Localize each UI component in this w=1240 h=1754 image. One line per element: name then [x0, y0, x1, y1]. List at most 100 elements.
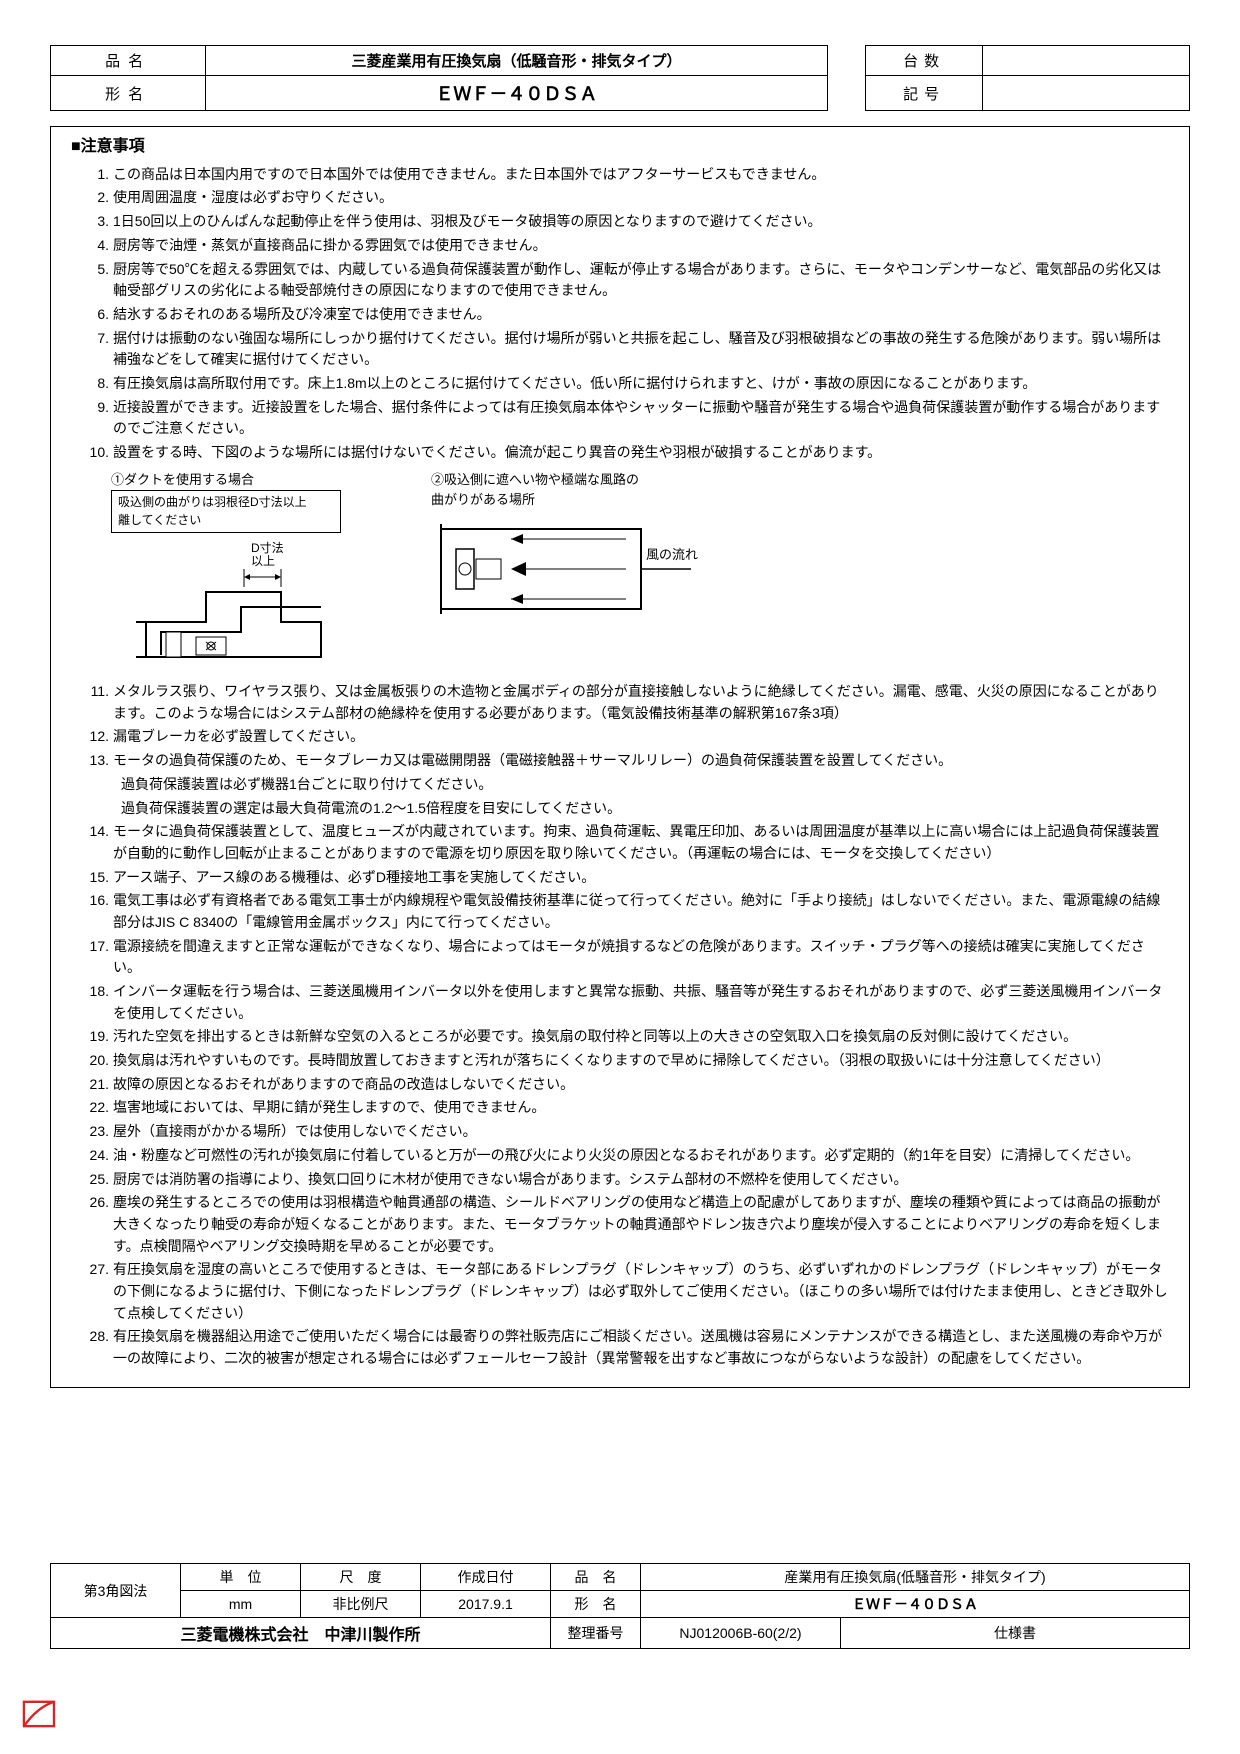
date-h: 作成日付: [421, 1564, 551, 1591]
item-text: この商品は日本国内用ですので日本国外では使用できません。また日本国外ではアフター…: [113, 164, 1169, 186]
item-number: 18.: [89, 981, 113, 1024]
note-item: 5.厨房等で50℃を超える雰囲気では、内蔵している過負荷保護装置が動作し、運転が…: [71, 259, 1169, 302]
item-number: 7.: [89, 328, 113, 371]
note-item: 24.油・粉塵など可燃性の汚れが換気扇に付着していると万が一の飛び火により火災の…: [71, 1145, 1169, 1167]
note-item: 16.電気工事は必ず有資格者である電気工事士が内線規程や電気設備技術基準に従って…: [71, 890, 1169, 933]
item-text: 有圧換気扇を湿度の高いところで使用するときは、モータ部にあるドレンプラグ（ドレン…: [113, 1259, 1169, 1324]
item-number: 6.: [89, 304, 113, 326]
note-item: 21.故障の原因となるおそれがありますので商品の改造はしないでください。: [71, 1074, 1169, 1096]
scale-h: 尺 度: [301, 1564, 421, 1591]
item-text: 塩害地域においては、早期に錆が発生しますので、使用できません。: [113, 1097, 1169, 1119]
note-item: 2.使用周囲温度・湿度は必ずお守りください。: [71, 187, 1169, 209]
note-item: 27.有圧換気扇を湿度の高いところで使用するときは、モータ部にあるドレンプラグ（…: [71, 1259, 1169, 1324]
docno-v: NJ012006B-60(2/2): [641, 1618, 841, 1649]
item-text: 厨房では消防署の指導により、換気口回りに木材が使用できない場合があります。システ…: [113, 1169, 1169, 1191]
note-item: 12.漏電ブレーカを必ず設置してください。: [71, 726, 1169, 748]
item-text: 電気工事は必ず有資格者である電気工事士が内線規程や電気設備技術基準に従って行って…: [113, 890, 1169, 933]
note-item: 20.換気扇は汚れやすいものです。長時間放置しておきますと汚れが落ちにくくなりま…: [71, 1050, 1169, 1072]
qty-value: [982, 46, 1189, 76]
corner-mark-icon: [20, 1698, 58, 1730]
item-text: 1日50回以上のひんぱんな起動停止を伴う使用は、羽根及びモータ破損等の原因となり…: [113, 211, 1169, 233]
item-number: 26.: [89, 1192, 113, 1257]
diag1-box: 吸込側の曲がりは羽根径D寸法以上 離してください: [111, 490, 341, 533]
item-number: 21.: [89, 1074, 113, 1096]
note-item: 3.1日50回以上のひんぱんな起動停止を伴う使用は、羽根及びモータ破損等の原因と…: [71, 211, 1169, 233]
item-text: 設置をする時、下図のような場所には据付けないでください。偏流が起こり異音の発生や…: [113, 442, 1169, 464]
item-text: 据付けは振動のない強固な場所にしっかり据付けてください。据付け場所が弱いと共振を…: [113, 328, 1169, 371]
diagram-1: D寸法 以上: [126, 537, 326, 667]
item-number: 10.: [89, 442, 113, 464]
note-item: 8.有圧換気扇は高所取付用です。床上1.8m以上のところに据付けてください。低い…: [71, 373, 1169, 395]
item-text: 漏電ブレーカを必ず設置してください。: [113, 726, 1169, 748]
item-number: 9.: [89, 397, 113, 440]
note-item: 14.モータに過負荷保護装置として、温度ヒューズが内蔵されています。拘束、過負荷…: [71, 821, 1169, 864]
note-item: 10.設置をする時、下図のような場所には据付けないでください。偏流が起こり異音の…: [71, 442, 1169, 464]
item-text: 厨房等で50℃を超える雰囲気では、内蔵している過負荷保護装置が動作し、運転が停止…: [113, 259, 1169, 302]
item-number: 23.: [89, 1121, 113, 1143]
note-item: 1.この商品は日本国内用ですので日本国外では使用できません。また日本国外ではアフ…: [71, 164, 1169, 186]
item-number: 3.: [89, 211, 113, 233]
item-text: メタルラス張り、ワイヤラス張り、又は金属板張りの木造物と金属ボディの部分が直接接…: [113, 681, 1169, 724]
item-text: 塵埃の発生するところでの使用は羽根構造や軸貫通部の構造、シールドベアリングの使用…: [113, 1192, 1169, 1257]
header-table: 品名 三菱産業用有圧換気扇（低騒音形・排気タイプ） 台数 形名 ＥＷＦ－４０ＤＳ…: [50, 45, 1190, 111]
docno-h: 整理番号: [551, 1618, 641, 1649]
model-value: ＥＷＦ－４０ＤＳＡ: [206, 76, 827, 111]
item-text: インバータ運転を行う場合は、三菱送風機用インバータ以外を使用しますと異常な振動、…: [113, 981, 1169, 1024]
item-number: 27.: [89, 1259, 113, 1324]
item-number: 13.: [89, 750, 113, 772]
sub-13b: 過負荷保護装置の選定は最大負荷電流の1.2～1.5倍程度を目安にしてください。: [71, 798, 1169, 820]
item-text: 屋外（直接雨がかかる場所）では使用しないでください。: [113, 1121, 1169, 1143]
item-number: 28.: [89, 1326, 113, 1369]
item-number: 5.: [89, 259, 113, 302]
note-item: 25.厨房では消防署の指導により、換気口回りに木材が使用できない場合があります。…: [71, 1169, 1169, 1191]
note-item: 19.汚れた空気を排出するときは新鮮な空気の入るところが必要です。換気扇の取付枠…: [71, 1026, 1169, 1048]
qty-label: 台数: [866, 46, 982, 76]
item-number: 20.: [89, 1050, 113, 1072]
item-text: 換気扇は汚れやすいものです。長時間放置しておきますと汚れが落ちにくくなりますので…: [113, 1050, 1169, 1072]
model-label: 形名: [51, 76, 206, 111]
item-text: 結氷するおそれのある場所及び冷凍室では使用できません。: [113, 304, 1169, 326]
mark-value: [982, 76, 1189, 111]
diagram-area: ①ダクトを使用する場合 吸込側の曲がりは羽根径D寸法以上 離してください D寸法…: [111, 470, 1169, 671]
item-text: 故障の原因となるおそれがありますので商品の改造はしないでください。: [113, 1074, 1169, 1096]
projection: 第3角図法: [51, 1564, 181, 1618]
item-number: 24.: [89, 1145, 113, 1167]
item-number: 19.: [89, 1026, 113, 1048]
item-number: 17.: [89, 936, 113, 979]
unit: mm: [181, 1591, 301, 1618]
note-item: 17.電源接続を間違えますと正常な運転ができなくなり、場合によってはモータが焼損…: [71, 936, 1169, 979]
wind-label: 風の流れ: [646, 547, 698, 562]
main-content: ■注意事項 1.この商品は日本国内用ですので日本国外では使用できません。また日本…: [50, 126, 1190, 1388]
item-number: 15.: [89, 867, 113, 889]
doctype: 仕様書: [841, 1618, 1190, 1649]
item-number: 12.: [89, 726, 113, 748]
item-text: 厨房等で油煙・蒸気が直接商品に掛かる雰囲気では使用できません。: [113, 235, 1169, 257]
diag2-title1: ②吸込側に遮へい物や極端な風路の: [431, 470, 711, 490]
name-v: 産業用有圧換気扇(低騒音形・排気タイプ): [641, 1564, 1190, 1591]
diagram-2: 風の流れ: [431, 514, 711, 624]
note-item: 26.塵埃の発生するところでの使用は羽根構造や軸貫通部の構造、シールドベアリング…: [71, 1192, 1169, 1257]
unit-h: 単 位: [181, 1564, 301, 1591]
item-text: 汚れた空気を排出するときは新鮮な空気の入るところが必要です。換気扇の取付枠と同等…: [113, 1026, 1169, 1048]
sub-13a: 過負荷保護装置は必ず機器1台ごとに取り付けてください。: [71, 774, 1169, 796]
svg-text:D寸法: D寸法: [251, 541, 284, 555]
item-number: 16.: [89, 890, 113, 933]
note-item: 15.アース端子、アース線のある機種は、必ずD種接地工事を実施してください。: [71, 867, 1169, 889]
item-number: 14.: [89, 821, 113, 864]
item-text: 電源接続を間違えますと正常な運転ができなくなり、場合によってはモータが焼損するな…: [113, 936, 1169, 979]
item-text: 有圧換気扇を機器組込用途でご使用いただく場合には最寄りの弊社販売店にご相談くださ…: [113, 1326, 1169, 1369]
diag1-title: ①ダクトを使用する場合: [111, 470, 341, 490]
model-h: 形 名: [551, 1591, 641, 1618]
note-item: 22.塩害地域においては、早期に錆が発生しますので、使用できません。: [71, 1097, 1169, 1119]
note-item: 11.メタルラス張り、ワイヤラス張り、又は金属板張りの木造物と金属ボディの部分が…: [71, 681, 1169, 724]
item-number: 2.: [89, 187, 113, 209]
section-title: ■注意事項: [71, 135, 1169, 160]
product-label: 品名: [51, 46, 206, 76]
note-item: 18.インバータ運転を行う場合は、三菱送風機用インバータ以外を使用しますと異常な…: [71, 981, 1169, 1024]
name-h: 品 名: [551, 1564, 641, 1591]
model-v: ＥＷＦ－４０ＤＳＡ: [641, 1591, 1190, 1618]
item-text: 使用周囲温度・湿度は必ずお守りください。: [113, 187, 1169, 209]
company: 三菱電機株式会社 中津川製作所: [51, 1618, 551, 1649]
item-text: 近接設置ができます。近接設置をした場合、据付条件によっては有圧換気扇本体やシャッ…: [113, 397, 1169, 440]
note-item: 6.結氷するおそれのある場所及び冷凍室では使用できません。: [71, 304, 1169, 326]
